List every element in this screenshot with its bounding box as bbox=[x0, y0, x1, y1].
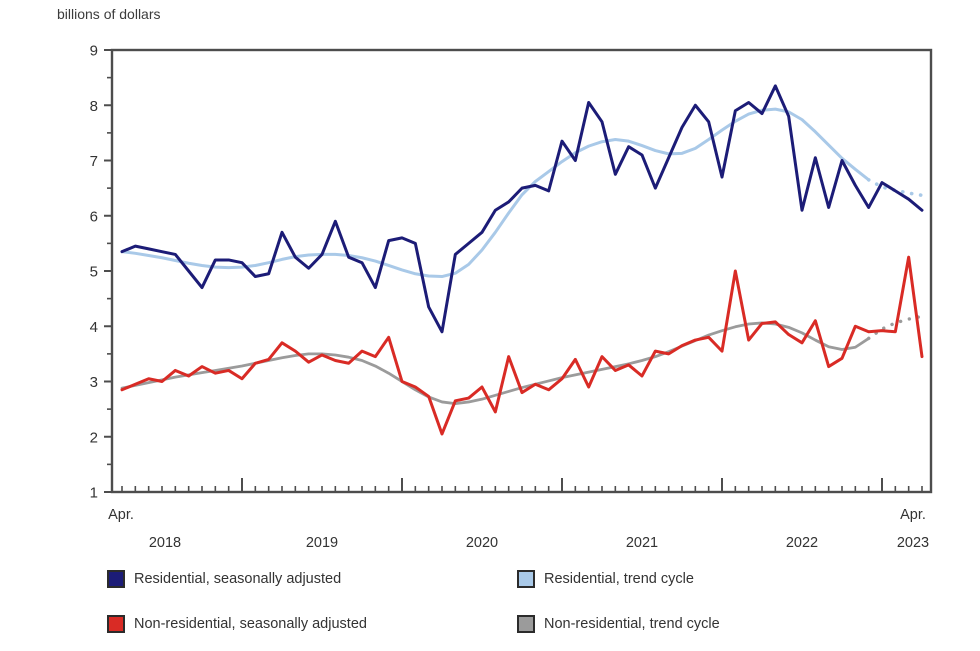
x-year-label: 2023 bbox=[897, 535, 929, 551]
nonresidential-sa-swatch bbox=[107, 615, 125, 633]
y-tick-label: 5 bbox=[90, 264, 98, 281]
y-tick-label: 9 bbox=[90, 43, 98, 60]
legend-item-residential-trend: Residential, trend cycle bbox=[517, 570, 694, 588]
legend-item-nonresidential-sa: Non-residential, seasonally adjusted bbox=[107, 615, 367, 633]
series-line-non-residential-trend-cycle bbox=[120, 321, 871, 406]
residential-trend-swatch bbox=[517, 570, 535, 588]
unit-label: billions of dollars bbox=[57, 6, 161, 22]
residential-sa-swatch bbox=[107, 570, 125, 588]
x-start-label: Apr. bbox=[108, 507, 134, 523]
x-year-label: 2019 bbox=[306, 535, 338, 551]
y-tick-label: 3 bbox=[90, 374, 98, 391]
legend-label: Non-residential, trend cycle bbox=[544, 616, 720, 632]
legend-item-nonresidential-trend: Non-residential, trend cycle bbox=[517, 615, 720, 633]
x-end-label: Apr. bbox=[900, 507, 926, 523]
y-tick-label: 8 bbox=[90, 98, 98, 115]
nonresidential-trend-swatch bbox=[517, 615, 535, 633]
y-tick-label: 2 bbox=[90, 429, 98, 446]
permits-line-chart: 1 2 3 4 5 6 7 8 9 Apr. Apr. 2018 2019 2020 2021 2022 202… bbox=[90, 43, 933, 551]
x-year-label: 2020 bbox=[466, 535, 498, 551]
series-line-non-residential-seasonally-adjusted bbox=[120, 255, 924, 436]
plot-frame bbox=[110, 48, 933, 494]
x-year-label: 2018 bbox=[149, 535, 181, 551]
x-year-label: 2021 bbox=[626, 535, 658, 551]
y-tick-label: 7 bbox=[90, 153, 98, 170]
x-year-label: 2022 bbox=[786, 535, 818, 551]
y-tick-label: 4 bbox=[90, 319, 98, 336]
legend-label: Non-residential, seasonally adjusted bbox=[134, 616, 367, 632]
series-line-residential-seasonally-adjusted bbox=[120, 84, 924, 334]
y-tick-label: 1 bbox=[90, 485, 98, 502]
legend-label: Residential, trend cycle bbox=[544, 571, 694, 587]
legend-label: Residential, seasonally adjusted bbox=[134, 571, 342, 587]
y-tick-label: 6 bbox=[90, 208, 98, 225]
series-line-residential-trend-cycle bbox=[120, 107, 871, 279]
legend-item-residential-sa: Residential, seasonally adjusted bbox=[107, 570, 341, 588]
